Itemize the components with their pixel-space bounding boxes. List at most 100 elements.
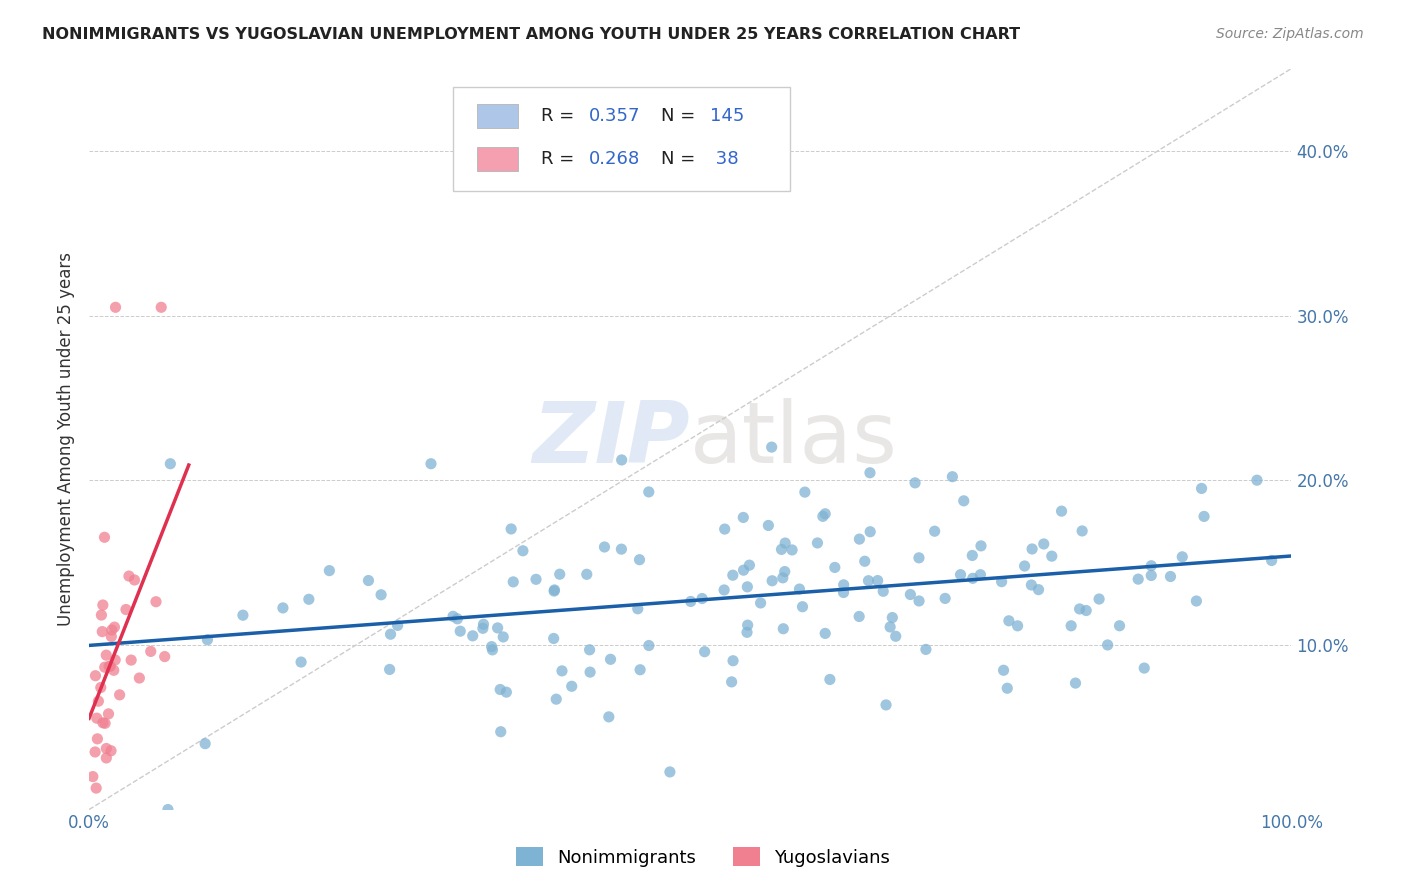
Point bbox=[194, 737, 217, 751]
Point bbox=[1028, 582, 1050, 597]
Text: 145: 145 bbox=[710, 107, 744, 125]
Point bbox=[780, 543, 803, 558]
Point bbox=[543, 632, 565, 646]
Point bbox=[561, 679, 583, 693]
Point bbox=[502, 574, 524, 589]
Point bbox=[792, 599, 814, 614]
Point bbox=[772, 571, 794, 585]
Point bbox=[128, 671, 150, 685]
Point bbox=[721, 654, 744, 668]
Point bbox=[94, 716, 117, 731]
Point bbox=[908, 550, 931, 565]
Text: N =: N = bbox=[661, 107, 702, 125]
Text: R =: R = bbox=[541, 107, 581, 125]
Point bbox=[733, 563, 755, 577]
Y-axis label: Unemployment Among Youth under 25 years: Unemployment Among Youth under 25 years bbox=[58, 252, 75, 626]
Point bbox=[104, 300, 127, 314]
Point bbox=[879, 620, 901, 634]
Point bbox=[832, 585, 855, 599]
Point bbox=[949, 567, 972, 582]
Point bbox=[1185, 594, 1208, 608]
Legend: Nonimmigrants, Yugoslavians: Nonimmigrants, Yugoslavians bbox=[509, 840, 897, 874]
Point bbox=[90, 608, 112, 623]
Point bbox=[832, 578, 855, 592]
Point bbox=[770, 542, 793, 557]
Point bbox=[756, 518, 779, 533]
Text: 0.357: 0.357 bbox=[589, 107, 641, 125]
Point bbox=[420, 457, 443, 471]
Point bbox=[575, 567, 598, 582]
Point bbox=[145, 595, 167, 609]
Point bbox=[941, 469, 963, 483]
Point bbox=[1040, 549, 1063, 563]
Point bbox=[298, 592, 321, 607]
Point bbox=[814, 626, 837, 640]
Point bbox=[761, 440, 783, 454]
Point bbox=[628, 663, 651, 677]
Point bbox=[884, 629, 907, 643]
Point bbox=[546, 692, 568, 706]
Point bbox=[720, 674, 742, 689]
Point bbox=[91, 598, 114, 612]
Point bbox=[814, 507, 837, 521]
Point bbox=[96, 648, 118, 662]
Point bbox=[472, 617, 495, 632]
Point bbox=[524, 572, 547, 586]
Point bbox=[598, 710, 620, 724]
Point bbox=[548, 567, 571, 582]
Point bbox=[461, 629, 484, 643]
Text: R =: R = bbox=[541, 150, 581, 169]
Point bbox=[103, 620, 125, 634]
FancyBboxPatch shape bbox=[453, 87, 790, 191]
Point bbox=[761, 574, 783, 588]
Point bbox=[1133, 661, 1156, 675]
Point bbox=[628, 552, 651, 566]
Point bbox=[679, 594, 702, 608]
Point bbox=[84, 745, 107, 759]
Point bbox=[1021, 541, 1043, 556]
Point bbox=[970, 539, 993, 553]
Point bbox=[449, 624, 471, 639]
Point bbox=[993, 663, 1015, 677]
Point bbox=[1260, 553, 1282, 567]
Point bbox=[1097, 638, 1119, 652]
FancyBboxPatch shape bbox=[478, 147, 519, 171]
Point bbox=[875, 698, 897, 712]
Point bbox=[811, 509, 834, 524]
Point bbox=[150, 300, 173, 314]
Text: N =: N = bbox=[661, 150, 702, 169]
Point bbox=[998, 614, 1021, 628]
Point bbox=[962, 571, 984, 585]
Point bbox=[1064, 676, 1087, 690]
Point bbox=[962, 549, 984, 563]
Point bbox=[858, 574, 880, 588]
Point bbox=[86, 731, 108, 746]
Point bbox=[969, 567, 991, 582]
Point bbox=[104, 653, 127, 667]
Point bbox=[90, 681, 112, 695]
Point bbox=[96, 741, 118, 756]
Point bbox=[96, 751, 118, 765]
Point bbox=[773, 536, 796, 550]
Point bbox=[501, 522, 523, 536]
Point bbox=[872, 584, 894, 599]
Point bbox=[1128, 572, 1150, 586]
Point bbox=[1014, 559, 1036, 574]
Point bbox=[934, 591, 956, 606]
Point bbox=[610, 542, 633, 557]
Point bbox=[793, 485, 815, 500]
Point bbox=[1032, 537, 1054, 551]
Point bbox=[915, 642, 938, 657]
Point bbox=[441, 609, 464, 624]
Point bbox=[82, 770, 104, 784]
Point bbox=[593, 540, 616, 554]
Point bbox=[97, 706, 120, 721]
Point bbox=[98, 659, 121, 673]
Point bbox=[1021, 578, 1043, 592]
Point bbox=[848, 609, 870, 624]
Point bbox=[735, 625, 758, 640]
Point bbox=[898, 587, 921, 601]
Point bbox=[578, 642, 600, 657]
Point bbox=[471, 621, 494, 635]
Point bbox=[737, 618, 759, 632]
